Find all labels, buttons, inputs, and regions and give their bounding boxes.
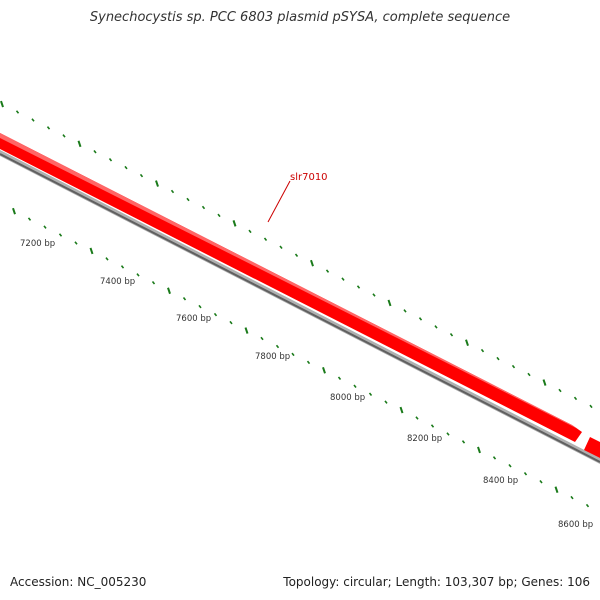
outer-tick bbox=[279, 245, 283, 249]
outer-tick bbox=[325, 269, 330, 273]
inner-tick bbox=[430, 424, 435, 428]
map-title: Synechocystis sp. PCC 6803 plasmid pSYSA… bbox=[89, 10, 511, 25]
inner-tick bbox=[570, 495, 574, 500]
inner-tick bbox=[182, 296, 187, 301]
outer-tick bbox=[341, 277, 345, 281]
ruler-label: 7400 bp bbox=[100, 277, 135, 287]
inner-tick bbox=[539, 479, 543, 484]
outer-tick bbox=[170, 189, 175, 194]
outer-tick bbox=[139, 173, 144, 178]
inner-tick bbox=[136, 273, 140, 277]
outer-tick bbox=[46, 126, 51, 130]
inner-tick bbox=[89, 247, 94, 255]
outer-tick bbox=[0, 100, 4, 108]
outer-tick bbox=[573, 396, 578, 401]
inner-tick bbox=[43, 225, 47, 229]
inner-tick bbox=[275, 344, 280, 349]
outer-tick bbox=[434, 325, 438, 329]
outer-tick bbox=[93, 150, 97, 154]
ruler-label: 8600 bp bbox=[558, 520, 593, 530]
outer-tick bbox=[124, 165, 128, 170]
inner-tick bbox=[306, 360, 311, 365]
outer-tick bbox=[294, 253, 299, 257]
accession-label: Accession: NC_005230 bbox=[10, 575, 147, 589]
inner-tick bbox=[585, 503, 590, 508]
ruler-label: 7600 bp bbox=[176, 314, 211, 324]
sequence-backbone-edge bbox=[0, 153, 600, 463]
outer-tick bbox=[496, 356, 500, 361]
outer-tick bbox=[356, 285, 361, 289]
outer-tick-track bbox=[0, 100, 593, 409]
outer-tick bbox=[511, 364, 516, 369]
outer-tick bbox=[403, 309, 407, 313]
outer-tick bbox=[62, 134, 66, 138]
outer-tick bbox=[77, 140, 82, 148]
outer-tick bbox=[372, 293, 376, 297]
inner-tick bbox=[58, 233, 63, 237]
inner-tick bbox=[105, 257, 109, 261]
inner-tick bbox=[260, 336, 264, 341]
gene-feature-next[interactable] bbox=[584, 437, 600, 458]
inner-tick bbox=[492, 456, 497, 460]
inner-tick bbox=[554, 486, 559, 493]
inner-tick bbox=[12, 207, 16, 215]
inner-tick bbox=[368, 392, 373, 396]
outer-tick bbox=[31, 118, 35, 122]
inner-tick bbox=[120, 265, 125, 269]
inner-tick bbox=[399, 406, 404, 414]
outer-tick bbox=[480, 348, 485, 353]
inner-tick bbox=[151, 281, 156, 285]
inner-tick bbox=[27, 217, 32, 221]
ruler-label: 7200 bp bbox=[20, 239, 55, 249]
outer-tick bbox=[589, 404, 593, 409]
inner-tick bbox=[244, 327, 249, 334]
inner-tick bbox=[74, 241, 78, 245]
outer-tick bbox=[558, 388, 562, 393]
gene-label-leader bbox=[267, 180, 291, 223]
inner-tick bbox=[198, 304, 202, 309]
outer-tick bbox=[108, 157, 113, 162]
sequence-summary: Topology: circular; Length: 103,307 bp; … bbox=[283, 575, 590, 589]
outer-tick bbox=[232, 220, 237, 227]
inner-tick-track bbox=[12, 207, 590, 508]
inner-tick bbox=[322, 367, 326, 374]
outer-tick bbox=[527, 372, 531, 377]
outer-tick bbox=[465, 339, 469, 347]
outer-tick bbox=[155, 180, 159, 187]
inner-tick bbox=[229, 320, 233, 325]
outer-tick bbox=[186, 197, 190, 202]
outer-tick bbox=[449, 333, 454, 337]
inner-tick bbox=[353, 384, 357, 388]
inner-tick bbox=[508, 464, 512, 468]
outer-tick bbox=[217, 213, 221, 218]
inner-tick bbox=[337, 376, 342, 381]
inner-tick bbox=[415, 416, 419, 420]
outer-tick bbox=[310, 259, 314, 267]
outer-tick bbox=[418, 317, 423, 321]
gene-label-slr7010[interactable]: slr7010 bbox=[290, 172, 328, 183]
outer-tick bbox=[263, 237, 268, 242]
ruler-label-group: 7200 bp 7400 bp 7600 bp 7800 bp 8000 bp 8200 … bbox=[20, 239, 593, 530]
ruler-label: 8000 bp bbox=[330, 393, 365, 403]
inner-tick bbox=[523, 472, 528, 476]
outer-tick bbox=[201, 205, 206, 210]
inner-tick bbox=[446, 432, 450, 436]
inner-tick bbox=[461, 440, 466, 444]
inner-tick bbox=[213, 312, 218, 317]
inner-tick bbox=[291, 352, 295, 357]
ruler-label: 8400 bp bbox=[483, 476, 518, 486]
outer-tick bbox=[387, 299, 392, 307]
outer-tick bbox=[15, 110, 20, 114]
ruler-label: 7800 bp bbox=[255, 352, 290, 362]
inner-tick bbox=[384, 400, 388, 404]
gene-feature-highlight bbox=[0, 133, 578, 429]
outer-tick bbox=[248, 229, 252, 234]
inner-tick bbox=[477, 446, 481, 454]
ruler-label: 8200 bp bbox=[407, 434, 442, 444]
outer-tick bbox=[542, 379, 547, 386]
inner-tick bbox=[167, 287, 171, 295]
